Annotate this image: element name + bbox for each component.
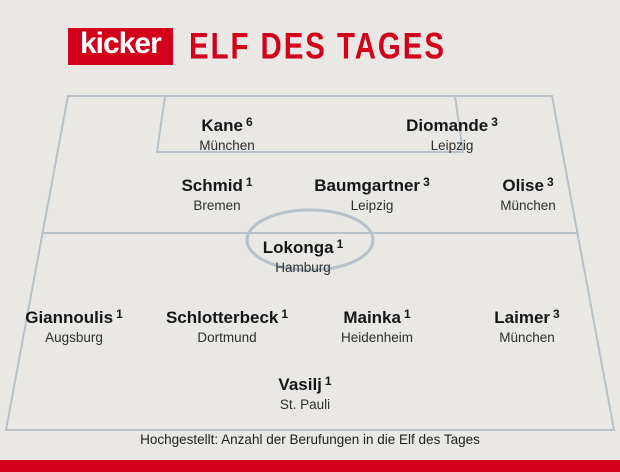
player: Diomande 3 Leipzig: [406, 115, 498, 154]
player-club: München: [500, 198, 556, 213]
penalty-box-top: [155, 95, 465, 153]
player-name-line: Olise 3: [500, 175, 556, 197]
player-call-count: 1: [245, 175, 253, 189]
player: Giannoulis 1 Augsburg: [25, 307, 123, 346]
header: kicker ELF DES TAGES: [68, 25, 451, 67]
player-club: Hamburg: [275, 260, 331, 275]
player: Kane 6 München: [199, 115, 255, 154]
player-name: Kane: [201, 116, 243, 135]
player: Lokonga 1 Hamburg: [262, 237, 344, 276]
player-call-count: 3: [553, 307, 560, 321]
player-call-count: 6: [245, 115, 253, 129]
player-name: Mainka: [343, 308, 401, 327]
player-club: München: [499, 330, 555, 345]
player-call-count: 1: [116, 307, 123, 321]
player-call-count: 1: [281, 307, 289, 321]
player-call-count: 1: [403, 307, 411, 321]
player-name: Diomande: [406, 116, 489, 135]
player: Mainka 1 Heidenheim: [340, 307, 414, 346]
player-club: Dortmund: [197, 330, 257, 345]
player-name-line: Laimer 3: [494, 307, 560, 329]
player-club: Bremen: [193, 198, 241, 213]
pitch-outline: [4, 95, 616, 431]
player: Vasilj 1 St. Pauli: [278, 374, 332, 413]
player-club: Leipzig: [430, 138, 474, 153]
player-name-line: Baumgartner 3: [314, 175, 430, 197]
player-club: München: [199, 138, 255, 153]
player-name-line: Schlotterbeck 1: [165, 307, 289, 329]
player: Baumgartner 3 Leipzig: [314, 175, 430, 214]
player-name: Giannoulis: [25, 308, 114, 327]
player-name: Lokonga: [262, 238, 334, 257]
player-call-count: 3: [423, 175, 430, 189]
player: Schlotterbeck 1 Dortmund: [165, 307, 289, 346]
player-name-line: Lokonga 1: [262, 237, 344, 259]
player-call-count: 1: [336, 237, 344, 251]
player: Schmid 1 Bremen: [181, 175, 253, 214]
player-club: Augsburg: [45, 330, 103, 345]
player-name-line: Kane 6: [199, 115, 255, 137]
page-title: ELF DES TAGES: [188, 25, 446, 67]
player-call-count: 3: [546, 175, 554, 189]
player-name: Baumgartner: [314, 176, 421, 195]
player: Olise 3 München: [500, 175, 556, 214]
player-name-line: Vasilj 1: [278, 374, 332, 396]
player-name-line: Mainka 1: [341, 307, 413, 329]
player-call-count: 3: [491, 115, 498, 129]
player-name-line: Giannoulis 1: [25, 307, 123, 329]
player-club: Leipzig: [350, 198, 394, 213]
kicker-logo: kicker: [68, 28, 173, 65]
player-name-line: Schmid 1: [181, 175, 253, 197]
player-name-line: Diomande 3: [406, 115, 498, 137]
center-circle: [245, 208, 375, 272]
player: Laimer 3 München: [494, 307, 560, 346]
player-club: St. Pauli: [279, 397, 331, 412]
player-name: Laimer: [494, 308, 551, 327]
kicker-logo-text: kicker: [80, 27, 162, 60]
player-name: Schlotterbeck: [165, 308, 279, 327]
player-club: Heidenheim: [340, 330, 414, 345]
player-call-count: 1: [324, 374, 332, 388]
legend-caption: Hochgestellt: Anzahl der Berufungen in d…: [140, 432, 480, 447]
player-name: Olise: [502, 176, 544, 195]
bottom-red-bar: [0, 460, 620, 472]
player-name: Schmid: [181, 176, 243, 195]
player-name: Vasilj: [278, 375, 322, 394]
